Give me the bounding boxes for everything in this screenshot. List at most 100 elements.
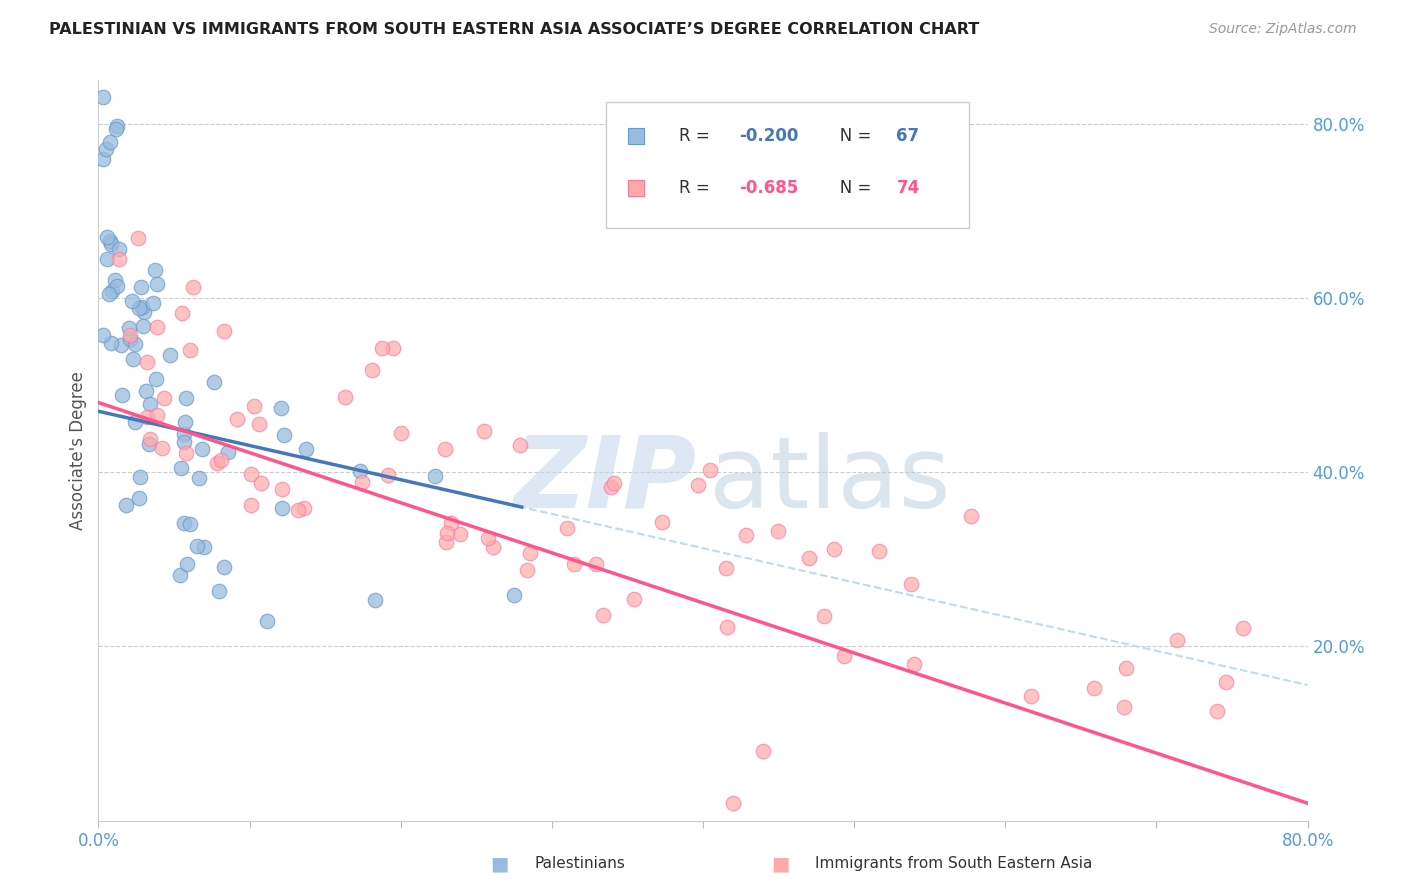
Point (105, 279, 128, 293)
FancyBboxPatch shape (606, 103, 969, 228)
Text: Source: ZipAtlas.com: Source: ZipAtlas.com (1209, 22, 1357, 37)
Text: ■: ■ (770, 854, 790, 873)
Point (104, 121, 127, 136)
Point (240, 498, 263, 512)
Text: ZIP: ZIP (515, 432, 697, 529)
Point (172, 306, 194, 320)
Point (124, 416, 146, 430)
Point (292, 501, 315, 516)
Point (1205, 704, 1227, 718)
Text: R =: R = (679, 178, 714, 196)
Point (186, 539, 208, 553)
Point (145, 263, 167, 277)
Point (364, 592, 387, 607)
Point (434, 442, 457, 456)
Point (600, 480, 623, 494)
Point (1112, 700, 1135, 714)
Point (209, 452, 232, 467)
Point (256, 615, 278, 629)
Point (110, 338, 132, 352)
Point (714, 561, 737, 575)
Point (173, 434, 195, 449)
Point (716, 620, 738, 634)
Point (699, 463, 721, 477)
Point (91, 327, 114, 342)
Point (129, 280, 152, 294)
Point (370, 342, 392, 356)
Point (104, 273, 127, 287)
Point (173, 426, 195, 441)
Point (128, 491, 150, 505)
Point (101, 284, 124, 298)
Text: Immigrants from South Eastern Asia: Immigrants from South Eastern Asia (815, 856, 1092, 871)
Point (651, 516, 673, 530)
Point (1215, 675, 1237, 690)
Point (153, 392, 176, 406)
Text: N =: N = (824, 178, 876, 196)
Point (100, 336, 122, 351)
Point (797, 550, 820, 565)
Text: atlas: atlas (709, 432, 950, 529)
Point (516, 563, 538, 577)
Point (96, 252, 118, 266)
Point (139, 397, 162, 411)
Point (766, 524, 789, 538)
Point (688, 477, 710, 491)
Point (519, 546, 541, 560)
Point (377, 468, 399, 483)
Point (723, 796, 745, 810)
Point (389, 426, 412, 441)
Point (176, 557, 198, 571)
Point (592, 608, 614, 623)
Point (243, 399, 266, 413)
Point (146, 320, 169, 334)
Point (179, 343, 201, 357)
Point (174, 446, 197, 460)
Point (124, 336, 146, 351)
Point (1232, 621, 1254, 635)
Point (96, 230, 118, 244)
Point (869, 544, 891, 558)
Point (91, 152, 114, 166)
Point (436, 526, 458, 541)
Point (159, 348, 181, 362)
Point (115, 498, 138, 512)
Text: 74: 74 (897, 178, 920, 196)
Text: N =: N = (824, 127, 876, 145)
Point (434, 535, 457, 549)
Point (225, 411, 247, 425)
Point (94, 142, 117, 156)
Point (111, 388, 134, 402)
Point (271, 482, 294, 496)
Point (135, 384, 157, 399)
Point (832, 648, 855, 663)
Point (1019, 690, 1042, 704)
Point (271, 501, 294, 516)
Point (132, 318, 155, 333)
Point (146, 408, 169, 422)
Point (440, 516, 463, 531)
Text: -0.200: -0.200 (740, 127, 799, 145)
Point (132, 305, 155, 319)
Point (813, 609, 835, 624)
Point (903, 657, 925, 672)
Point (214, 324, 236, 338)
Point (138, 436, 160, 450)
Text: -0.685: -0.685 (740, 178, 799, 196)
Point (138, 432, 160, 446)
Point (169, 568, 191, 582)
Point (623, 592, 645, 607)
Point (1115, 661, 1137, 675)
Point (97, 286, 120, 301)
Point (128, 470, 150, 484)
Text: R =: R = (679, 127, 714, 145)
Point (208, 583, 231, 598)
Text: ■: ■ (489, 854, 509, 873)
Point (105, 120, 128, 134)
Point (100, 237, 122, 252)
Point (91, 90, 114, 104)
Point (823, 542, 845, 557)
Point (482, 541, 505, 555)
Point (136, 409, 159, 424)
Point (425, 469, 447, 483)
